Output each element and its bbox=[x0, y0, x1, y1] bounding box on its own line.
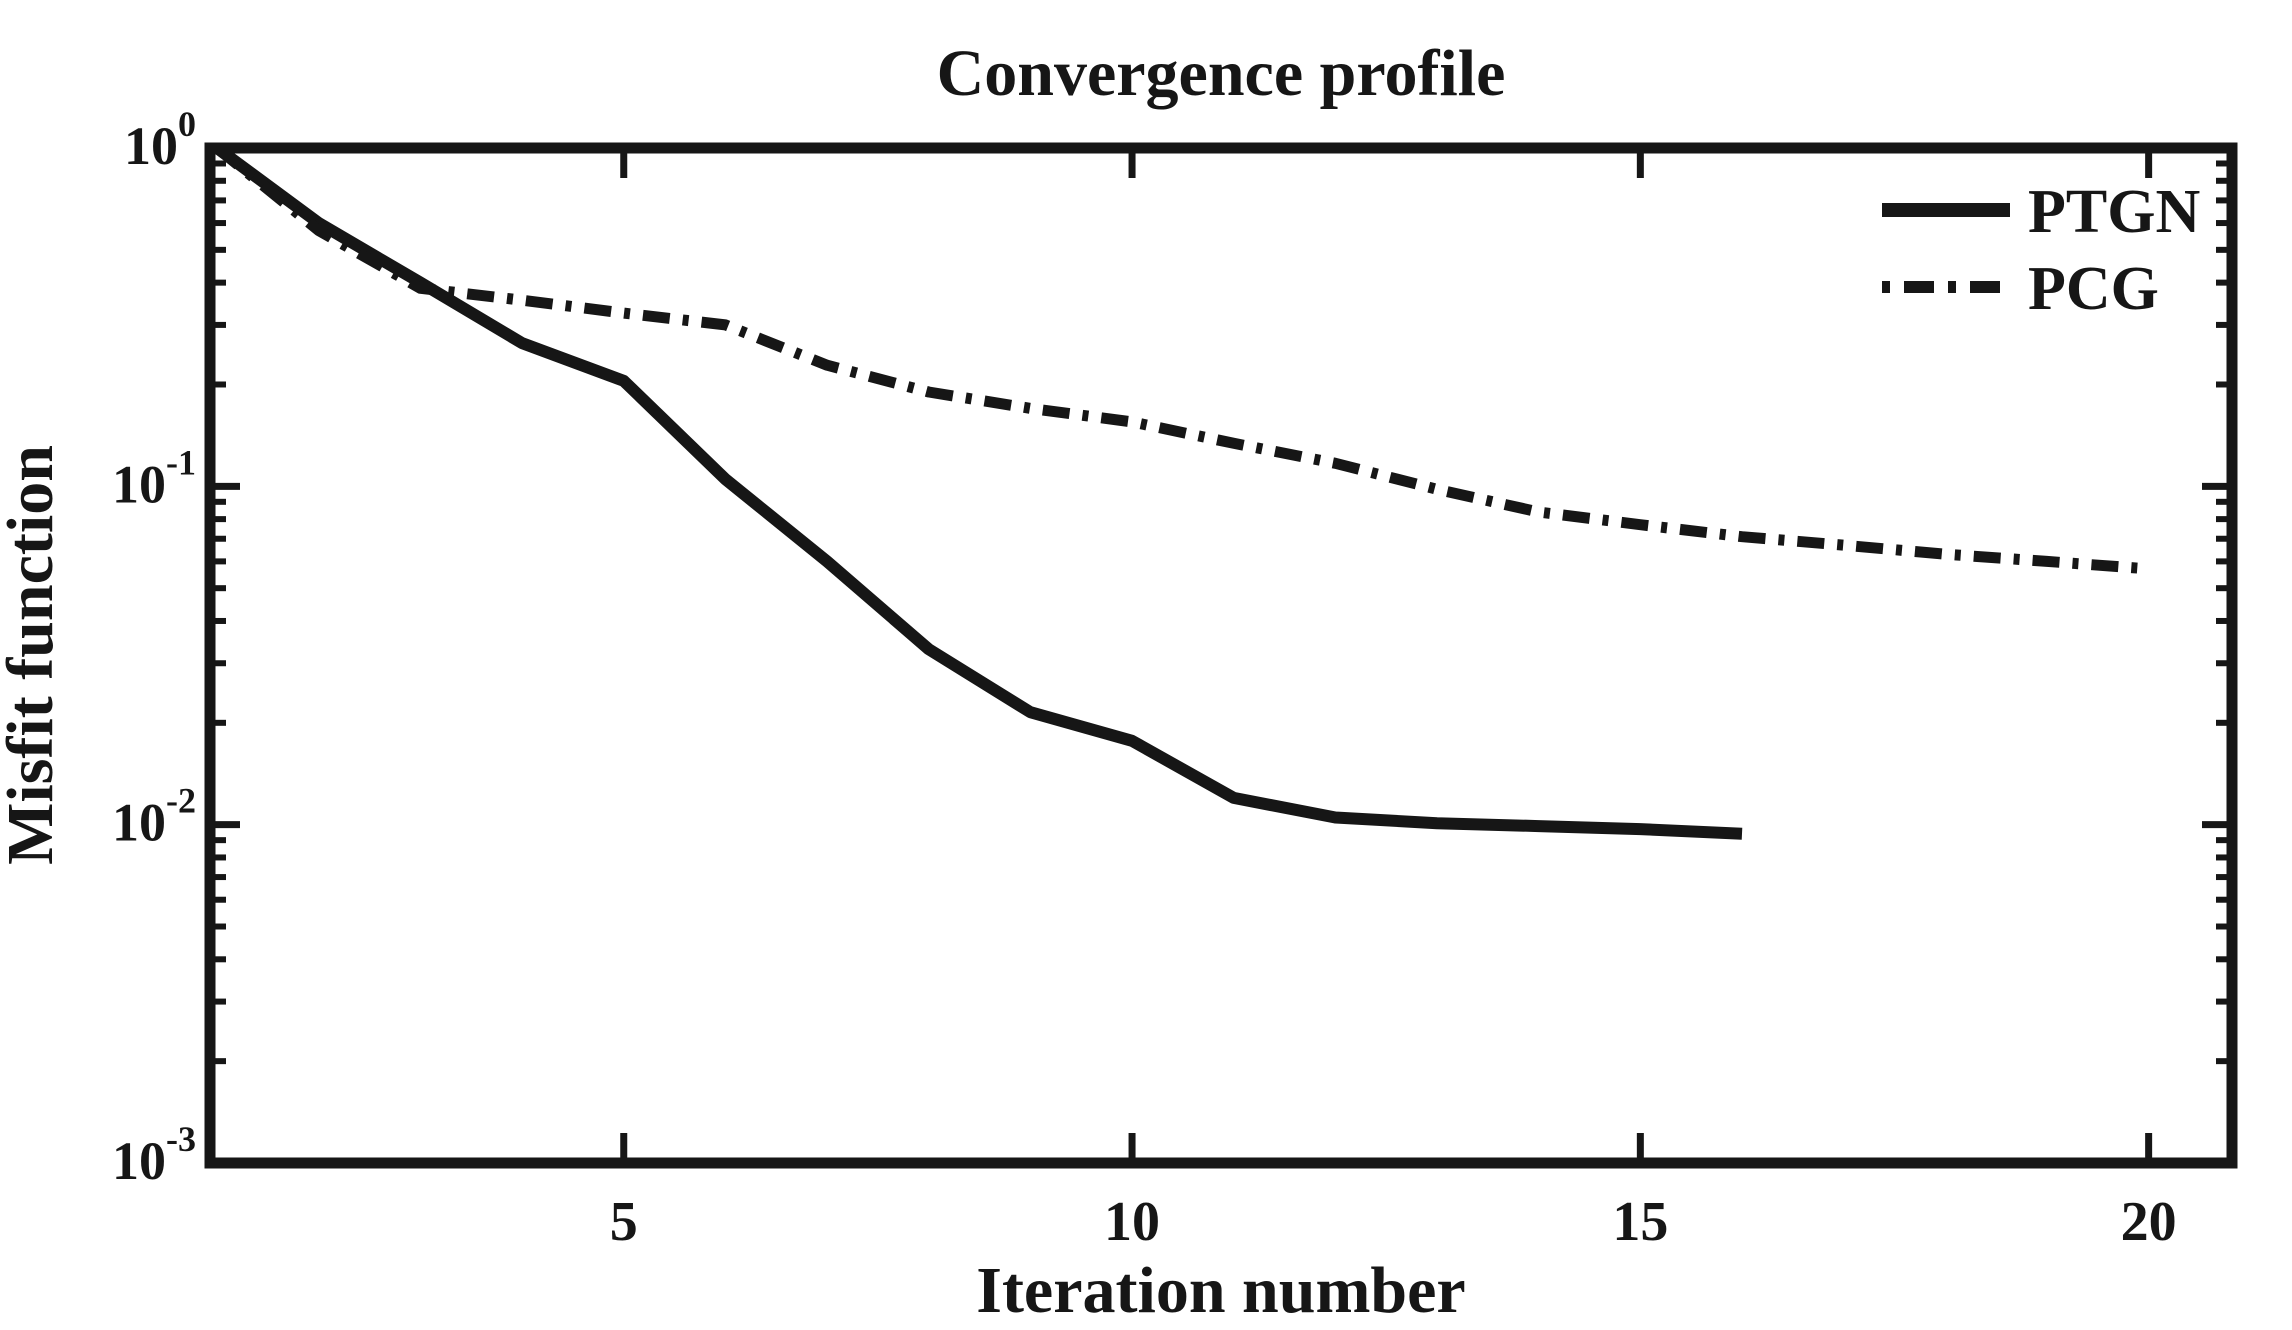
y-tick-label-1e-2: 10-2 bbox=[112, 781, 196, 853]
y-tick-exponent: -2 bbox=[166, 781, 196, 821]
y-tick-label-1e0: 100 bbox=[124, 104, 196, 176]
legend-pcg-label: PCG bbox=[2028, 255, 2159, 323]
y-tick-base: 10 bbox=[124, 116, 178, 176]
plot-border bbox=[204, 142, 2238, 1169]
y-tick-base: 10 bbox=[112, 454, 166, 514]
axis-ticks bbox=[210, 144, 2232, 1167]
y-tick-base: 10 bbox=[112, 1131, 166, 1191]
x-tick-label-15: 15 bbox=[1612, 1191, 1668, 1253]
y-tick-label-1e-3: 10-3 bbox=[112, 1119, 196, 1191]
legend-ptgn-label: PTGN bbox=[2028, 178, 2200, 246]
y-tick-label-1e-1: 10-1 bbox=[112, 442, 196, 514]
ptgn-curve bbox=[213, 148, 1743, 840]
pcg-curve bbox=[213, 148, 2150, 575]
y-tick-exponent: 0 bbox=[178, 104, 196, 144]
y-tick-exponent: -3 bbox=[166, 1119, 196, 1159]
curve-group bbox=[213, 148, 2150, 840]
x-tick-labels: 5 10 15 20 bbox=[610, 1191, 2177, 1253]
x-axis-label: Iteration number bbox=[976, 1254, 1465, 1327]
y-tick-base: 10 bbox=[112, 793, 166, 853]
x-tick-label-5: 5 bbox=[610, 1191, 638, 1253]
y-tick-exponent: -1 bbox=[166, 442, 196, 482]
x-tick-label-10: 10 bbox=[1104, 1191, 1160, 1253]
y-tick-labels: 100 10-1 10-2 10-3 bbox=[112, 104, 196, 1191]
chart-title: Convergence profile bbox=[937, 37, 1506, 110]
legend: PTGN PCG bbox=[1882, 178, 2200, 323]
y-axis-label: Misfit function bbox=[0, 445, 67, 865]
x-tick-label-20: 20 bbox=[2121, 1191, 2177, 1253]
